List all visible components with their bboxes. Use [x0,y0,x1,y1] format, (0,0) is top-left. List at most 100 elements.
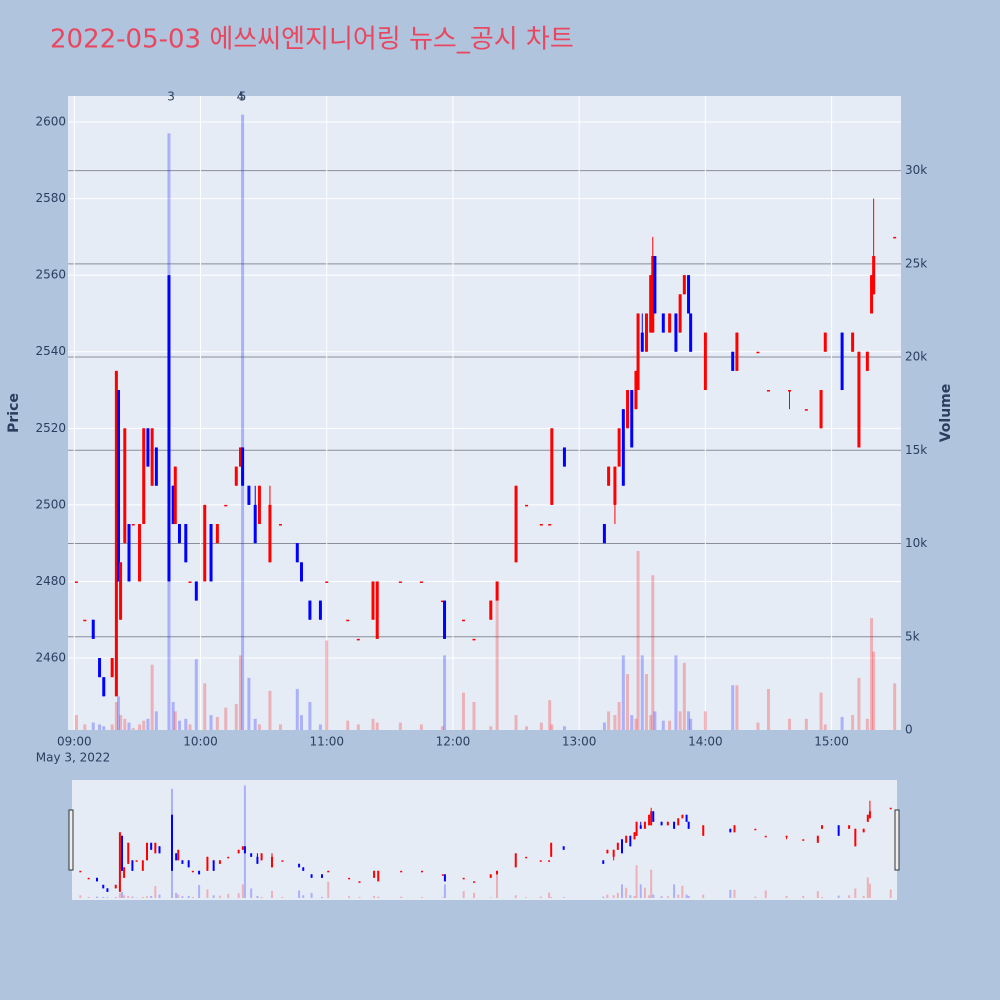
volume-bar-mini [79,895,82,898]
candle-body [674,313,678,352]
x-tick-label: 12:00 [436,735,471,749]
candle-body [651,256,655,333]
candle-body-mini [421,870,423,873]
candle-body [823,332,827,352]
candle-body [678,294,682,333]
candle-body-mini [358,881,361,883]
volume-bar-mini [310,892,313,898]
candle-body-mini [633,832,636,840]
candle-body [203,504,207,582]
candle-body [371,581,375,620]
candle-body [154,447,158,486]
volume-bar [440,726,444,730]
volume-bar-mini [302,895,305,898]
y-tick-label: 2560 [35,268,66,282]
volume-bar-mini [635,865,638,898]
candle-body [114,370,118,697]
volume-bar [116,696,120,730]
candle-body-mini [650,811,653,826]
candle-body [495,581,499,601]
candle-body-mini [250,853,253,857]
candle-body-mini [212,860,215,871]
volume-bar [257,724,261,730]
volume-bar-mini [127,895,130,898]
candle-body-mini [606,849,609,854]
volume-bar [268,690,272,730]
x-tick-label: 11:00 [309,735,344,749]
volume-bar [241,114,245,731]
candle-body [138,524,142,582]
volume-bar [247,677,251,730]
candle-body-mini [131,860,134,871]
candle-body-mini [687,821,690,829]
candle-body [872,256,876,295]
volume-bar-mini [729,889,732,898]
volume-bar [253,718,257,730]
annotation: 5 [239,90,247,104]
volume-bar-mini [256,895,259,898]
plot-area [68,96,901,730]
candle-body-mini [191,870,194,873]
y2-tick-label: 30k [905,163,927,177]
candle-body [865,351,869,371]
volume-bar-mini [175,892,178,898]
candle-body [602,524,606,544]
volume-bar-mini [621,884,623,898]
candle-body-mini [677,818,680,826]
candle-body [398,581,402,583]
candle-body-mini [441,874,444,876]
volume-bar [173,711,177,730]
y-tick-label: 2540 [35,344,66,358]
volume-bar-mini [348,896,351,898]
volume-bar-mini [650,869,653,898]
volume-bar-mini [373,895,376,898]
volume-bar-mini [443,884,446,898]
volume-bar [142,720,146,730]
candle-body [653,256,657,314]
candle-body-mini [377,870,380,882]
y2-tick-label: 25k [905,256,927,270]
candle-body-mini [785,835,788,838]
candle-body-mini [821,825,823,829]
candle-body-mini [666,821,669,826]
volume-bar-mini [237,893,240,898]
volume-bar [804,718,808,730]
volume-bar [91,722,95,730]
range-handle[interactable] [894,809,900,871]
volume-bar [823,724,827,730]
volume-bar-mini [854,888,857,898]
volume-bar [621,655,625,730]
candle-body [127,524,131,582]
candle-body-mini [241,846,244,850]
candle-body-mini [514,853,517,868]
volume-bar-mini [837,895,840,898]
volume-bar [687,711,691,730]
range-handle[interactable] [68,809,74,871]
candle-body-mini [612,849,615,857]
candle-body [184,524,188,563]
volume-bar [110,724,114,730]
candle-body [893,236,897,239]
candle-body [851,332,855,352]
volume-bar [651,575,655,730]
candle-body-mini [321,874,323,878]
candle-body [756,351,760,354]
volume-bar-mini [131,896,134,898]
candle-body-mini [181,860,184,864]
candle-body [525,504,529,507]
volume-bar [562,726,566,730]
x-tick-label: 15:00 [814,735,849,749]
candle-body [356,638,360,641]
candle-body [419,581,423,583]
volume-bar [548,700,552,730]
candle-body-mini [237,849,240,854]
volume-bar [150,664,154,730]
volume-bar-mini [489,897,492,898]
candle-body [241,447,245,486]
volume-bar-mini [866,877,869,898]
volume-bar [127,722,131,730]
y-tick-label: 2480 [35,574,66,588]
candle-body-mini [643,821,646,829]
range-slider[interactable] [72,780,897,900]
volume-bar [788,718,792,730]
